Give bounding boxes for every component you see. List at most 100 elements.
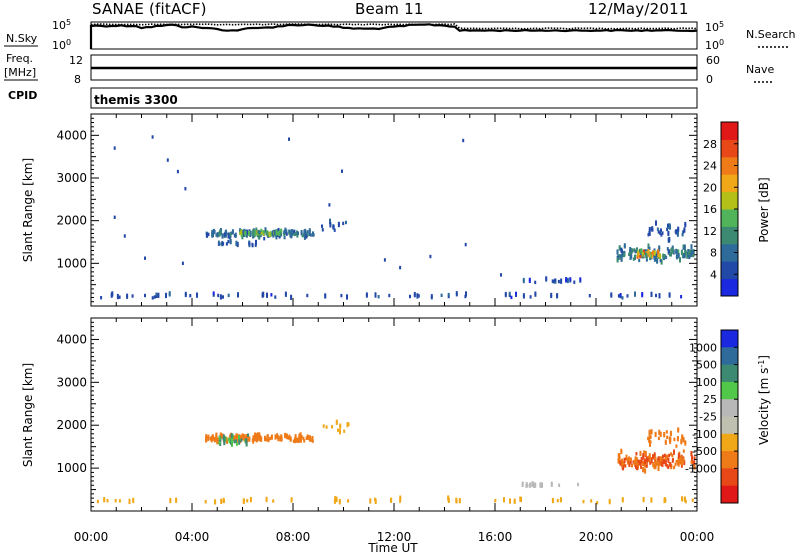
range-gate-cell [666,454,668,459]
range-gate-cell [113,146,116,150]
nsearch-tick-top: 105 [705,20,724,34]
power-colorbar-swatch [721,278,738,297]
range-gate-cell [305,436,308,440]
range-gate-cell [617,254,620,258]
range-gate-cell [669,462,672,466]
range-gate-cell [235,240,238,245]
nsky-tick-top: 105 [52,18,71,32]
cpid-label: CPID [8,89,37,102]
power-colorbar: 4 8 12 16 20 24 28 [703,121,739,297]
range-gate-cell [218,441,221,445]
nsky-label: N.Sky [6,32,38,45]
range-gate-cell [673,449,675,453]
range-gate-cell [663,458,665,463]
range-gate-cell [556,498,559,503]
range-gate-cell [657,456,660,460]
range-gate-cell [684,221,687,226]
range-gate-cell [128,500,131,505]
range-gate-cell [550,481,553,485]
range-gate-cell [693,464,696,468]
nsearch-trace [90,23,698,30]
range-gate-cell [648,455,651,459]
range-gate-cell [258,232,261,236]
range-gate-cell [677,457,680,461]
range-gate-cell [248,438,251,442]
range-gate-cell [616,251,619,255]
range-gate-cell [632,257,635,261]
range-gate-cell [616,249,619,253]
range-gate-cell [277,231,280,236]
range-gate-cell [565,279,568,283]
range-gate-cell [623,459,626,463]
range-gate-cell [290,235,293,239]
range-gate-cell [629,457,632,461]
range-gate-cell [288,231,291,235]
range-gate-cell [677,228,680,232]
range-gate-cell [96,499,99,504]
range-gate-cell [106,499,109,503]
range-gate-cell [374,498,377,503]
range-gate-cell [559,497,562,501]
range-gate-cell [675,249,678,254]
range-gate-cell [243,228,246,233]
range-gate-cell [648,439,651,443]
range-gate-cell [223,499,225,503]
range-gate-cell [646,457,649,462]
range-gate-cell [237,292,239,296]
range-gate-cell [621,253,624,258]
range-gate-cell [659,253,662,258]
range-gate-cell [617,294,620,298]
range-gate-cell [619,294,622,299]
range-gate-cell [455,293,458,297]
range-gate-cell [399,497,402,501]
power-colorbar-swatch [721,139,738,158]
range-gate-cell [306,230,309,234]
range-gate-cell [268,231,271,235]
range-gate-cell [399,265,402,270]
range-gate-cell [346,423,349,428]
range-gate-cell [126,295,129,299]
range-gate-cell [673,465,676,470]
range-gate-cell [647,251,650,255]
range-gate-cell [248,436,251,440]
range-gate-cell [223,438,226,442]
range-gate-cell [638,460,641,464]
range-gate-cell [321,228,324,232]
range-gate-cell [666,227,669,232]
range-gate-cell [667,457,670,461]
velocity-colorbar-swatch [721,381,738,400]
range-gate-cell [221,233,224,237]
range-gate-cell [654,456,657,461]
range-gate-cell [151,135,154,139]
range-gate-cell [649,253,652,258]
range-gate-cell [248,230,251,234]
range-gate-cell [243,233,246,237]
range-gate-cell [682,449,685,453]
range-gate-cell [325,425,328,429]
range-gate-cell [634,293,636,297]
range-gate-cell [590,499,593,503]
range-gate-cell [235,439,237,443]
range-gate-cell [447,499,450,503]
range-gate-cell [184,187,187,191]
cpid-value: themis 3300 [94,93,178,107]
range-gate-cell [283,232,286,236]
range-gate-cell [176,169,179,174]
range-gate-cell [339,423,342,427]
range-gate-cell [529,295,532,299]
power-colorbar-swatch [721,191,738,210]
range-gate-cell [242,434,245,439]
range-gate-cell [216,232,219,236]
range-gate-cell [675,229,678,233]
range-gate-cell [650,499,653,503]
range-gate-cell [212,435,215,439]
range-gate-cell [619,462,622,466]
range-gate-cell [651,228,654,232]
freq-tick-bottom: 8 [74,73,81,86]
range-gate-cell [262,291,265,296]
range-gate-cell [624,464,627,468]
range-gate-cell [338,501,341,505]
range-gate-cell [300,436,302,441]
range-gate-cell [245,438,248,442]
range-gate-cell [341,169,343,173]
